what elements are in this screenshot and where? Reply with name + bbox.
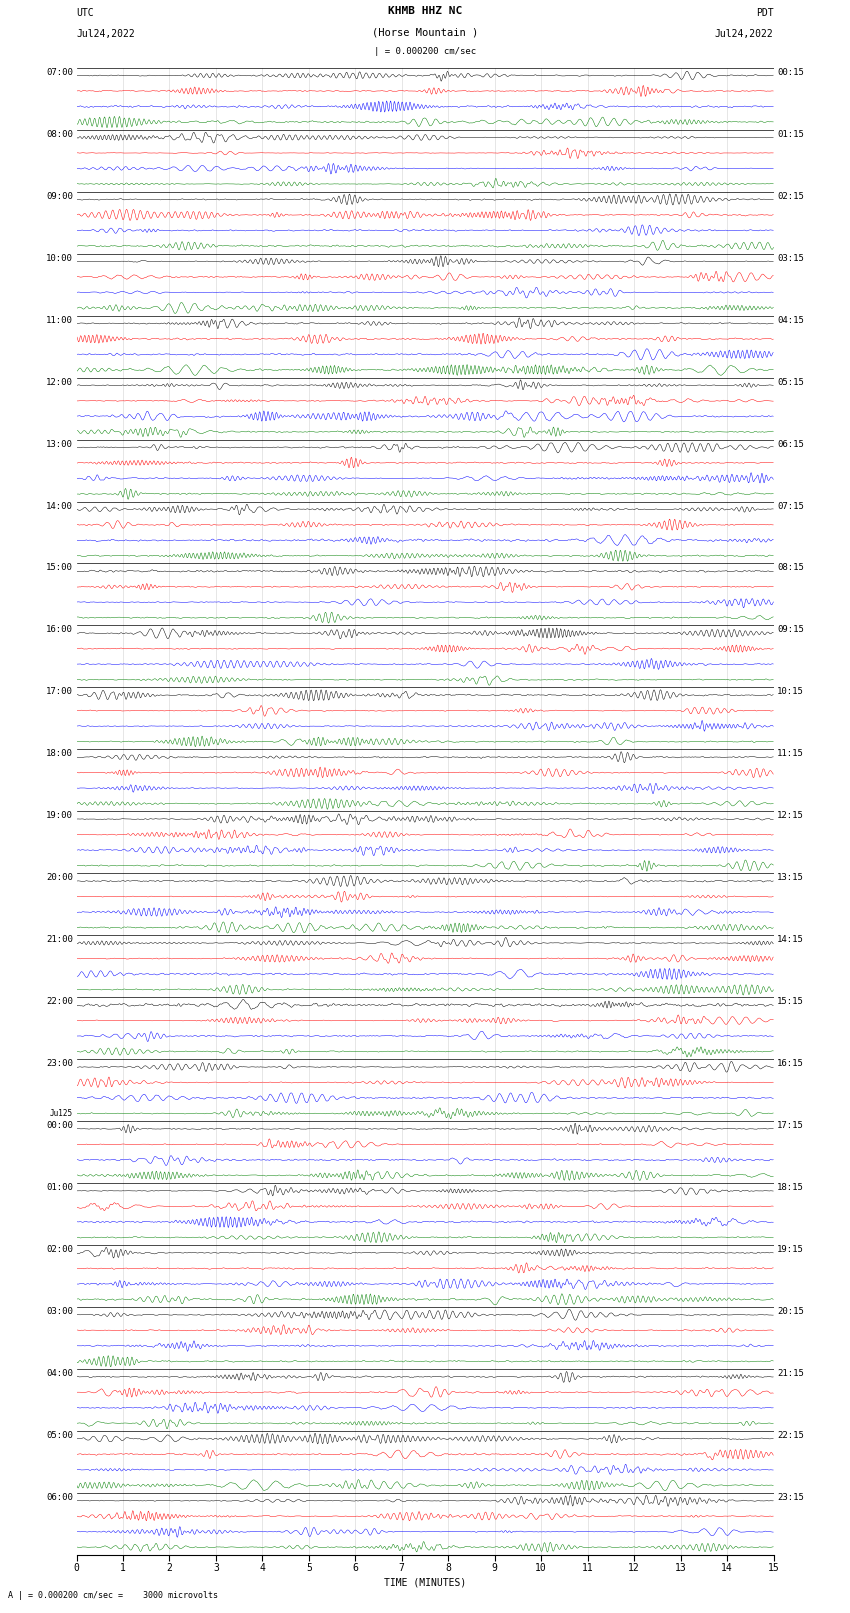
Text: 23:15: 23:15 bbox=[777, 1494, 804, 1502]
Text: 21:15: 21:15 bbox=[777, 1369, 804, 1378]
Text: 13:15: 13:15 bbox=[777, 873, 804, 882]
Text: 18:00: 18:00 bbox=[46, 750, 73, 758]
Text: 19:15: 19:15 bbox=[777, 1245, 804, 1253]
Text: 06:00: 06:00 bbox=[46, 1494, 73, 1502]
Text: 18:15: 18:15 bbox=[777, 1184, 804, 1192]
Text: 03:15: 03:15 bbox=[777, 253, 804, 263]
Text: 14:00: 14:00 bbox=[46, 502, 73, 510]
Text: 16:00: 16:00 bbox=[46, 626, 73, 634]
Text: 22:00: 22:00 bbox=[46, 997, 73, 1007]
Text: UTC: UTC bbox=[76, 8, 94, 18]
Text: 01:00: 01:00 bbox=[46, 1184, 73, 1192]
Text: 22:15: 22:15 bbox=[777, 1431, 804, 1440]
Text: | = 0.000200 cm/sec: | = 0.000200 cm/sec bbox=[374, 47, 476, 56]
Text: 02:00: 02:00 bbox=[46, 1245, 73, 1253]
Text: 06:15: 06:15 bbox=[777, 440, 804, 448]
Text: 01:15: 01:15 bbox=[777, 129, 804, 139]
Text: 00:15: 00:15 bbox=[777, 68, 804, 77]
Text: 07:15: 07:15 bbox=[777, 502, 804, 510]
Text: Ju125: Ju125 bbox=[50, 1110, 73, 1118]
Text: 13:00: 13:00 bbox=[46, 440, 73, 448]
Text: 09:00: 09:00 bbox=[46, 192, 73, 200]
Text: 08:15: 08:15 bbox=[777, 563, 804, 573]
Text: 04:00: 04:00 bbox=[46, 1369, 73, 1378]
X-axis label: TIME (MINUTES): TIME (MINUTES) bbox=[384, 1578, 466, 1587]
Text: A | = 0.000200 cm/sec =    3000 microvolts: A | = 0.000200 cm/sec = 3000 microvolts bbox=[8, 1590, 218, 1600]
Text: 00:00: 00:00 bbox=[46, 1121, 73, 1131]
Text: 09:15: 09:15 bbox=[777, 626, 804, 634]
Text: Jul24,2022: Jul24,2022 bbox=[76, 29, 135, 39]
Text: 12:15: 12:15 bbox=[777, 811, 804, 821]
Text: 10:15: 10:15 bbox=[777, 687, 804, 697]
Text: 11:15: 11:15 bbox=[777, 750, 804, 758]
Text: 05:00: 05:00 bbox=[46, 1431, 73, 1440]
Text: 20:15: 20:15 bbox=[777, 1307, 804, 1316]
Text: 03:00: 03:00 bbox=[46, 1307, 73, 1316]
Text: 08:00: 08:00 bbox=[46, 129, 73, 139]
Text: 23:00: 23:00 bbox=[46, 1060, 73, 1068]
Text: Jul24,2022: Jul24,2022 bbox=[715, 29, 774, 39]
Text: 15:15: 15:15 bbox=[777, 997, 804, 1007]
Text: 15:00: 15:00 bbox=[46, 563, 73, 573]
Text: 02:15: 02:15 bbox=[777, 192, 804, 200]
Text: 12:00: 12:00 bbox=[46, 377, 73, 387]
Text: 20:00: 20:00 bbox=[46, 873, 73, 882]
Text: 10:00: 10:00 bbox=[46, 253, 73, 263]
Text: 17:15: 17:15 bbox=[777, 1121, 804, 1131]
Text: 17:00: 17:00 bbox=[46, 687, 73, 697]
Text: 11:00: 11:00 bbox=[46, 316, 73, 324]
Text: 16:15: 16:15 bbox=[777, 1060, 804, 1068]
Text: 07:00: 07:00 bbox=[46, 68, 73, 77]
Text: 05:15: 05:15 bbox=[777, 377, 804, 387]
Text: PDT: PDT bbox=[756, 8, 774, 18]
Text: 04:15: 04:15 bbox=[777, 316, 804, 324]
Text: 19:00: 19:00 bbox=[46, 811, 73, 821]
Text: KHMB HHZ NC: KHMB HHZ NC bbox=[388, 6, 462, 16]
Text: 21:00: 21:00 bbox=[46, 936, 73, 944]
Text: (Horse Mountain ): (Horse Mountain ) bbox=[371, 27, 478, 37]
Text: 14:15: 14:15 bbox=[777, 936, 804, 944]
